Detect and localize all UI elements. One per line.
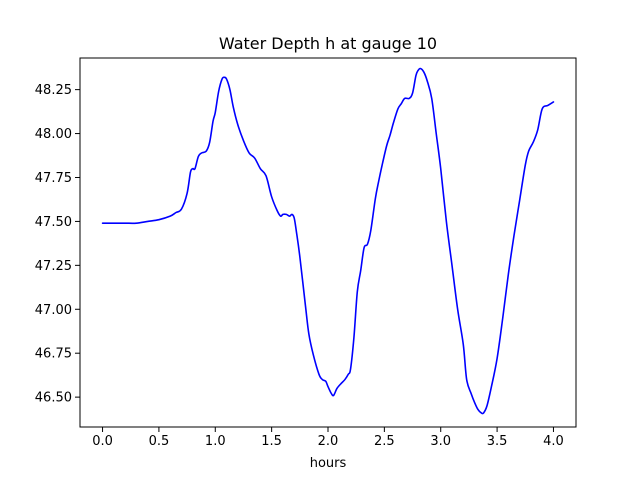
y-tick-label: 47.25 (35, 259, 72, 274)
y-tick-label: 46.50 (35, 391, 72, 406)
y-tick-label: 46.75 (35, 347, 72, 362)
y-tick-label: 48.25 (35, 83, 72, 98)
y-axis: 46.50 46.75 47.00 47.25 47.50 47.75 48.00 48.25 (35, 83, 80, 406)
y-tick-label: 48.00 (35, 127, 72, 142)
x-tick-label: 3.5 (487, 434, 508, 449)
x-tick-label: 2.5 (374, 434, 395, 449)
y-tick-label: 47.50 (35, 215, 72, 230)
x-tick-label: 0.5 (149, 434, 170, 449)
x-tick-label: 1.5 (261, 434, 282, 449)
x-tick-label: 3.0 (430, 434, 451, 449)
x-tick-label: 2.0 (318, 434, 339, 449)
x-axis: 0.0 0.5 1.0 1.5 2.0 2.5 3.0 3.5 4.0 (92, 427, 564, 449)
y-tick-label: 47.00 (35, 303, 72, 318)
x-tick-label: 4.0 (543, 434, 564, 449)
plot-area (101, 67, 555, 415)
x-axis-label: hours (310, 456, 347, 471)
x-tick-label: 1.0 (205, 434, 226, 449)
chart-title: Water Depth h at gauge 10 (219, 34, 437, 53)
x-tick-label: 0.0 (92, 434, 113, 449)
series-line (101, 67, 555, 415)
y-tick-label: 47.75 (35, 171, 72, 186)
